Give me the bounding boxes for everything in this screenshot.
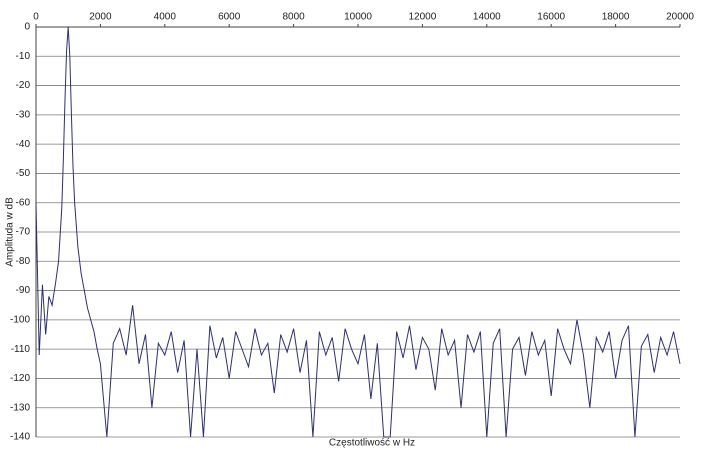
y-tick-label: -40 — [16, 139, 31, 150]
x-tick-label: 16000 — [537, 12, 565, 23]
x-axis-title: Częstotliwość w Hz — [329, 438, 415, 449]
y-tick-label: -110 — [11, 344, 31, 355]
y-tick-label: -60 — [16, 197, 31, 208]
y-tick-label: -90 — [16, 285, 31, 296]
y-tick-label: -140 — [10, 432, 30, 443]
x-tick-label: 6000 — [218, 12, 241, 23]
x-tick-label: 18000 — [602, 12, 630, 23]
y-tick-label: -30 — [16, 109, 31, 120]
x-tick-label: 12000 — [408, 12, 436, 23]
y-tick-label: -120 — [10, 373, 30, 384]
y-tick-label: -130 — [10, 402, 30, 413]
x-tick-label: 14000 — [473, 12, 501, 23]
x-tick-label: 10000 — [344, 12, 372, 23]
x-tick-label: 8000 — [282, 12, 305, 23]
y-tick-label: -100 — [10, 314, 30, 325]
y-tick-label: -50 — [16, 168, 31, 179]
y-tick-label: -20 — [16, 80, 31, 91]
x-tick-label: 2000 — [89, 12, 112, 23]
y-tick-label: 0 — [24, 22, 30, 33]
y-axis-title: Amplituda w dB — [5, 197, 16, 267]
x-tick-label: 4000 — [154, 12, 177, 23]
y-tick-label: -70 — [16, 227, 31, 238]
spectrum-line — [35, 26, 681, 438]
y-tick-label: -80 — [16, 256, 31, 267]
x-tick-label: 20000 — [666, 12, 694, 23]
x-tick-label: 0 — [33, 12, 39, 23]
y-tick-label: -10 — [16, 51, 31, 62]
